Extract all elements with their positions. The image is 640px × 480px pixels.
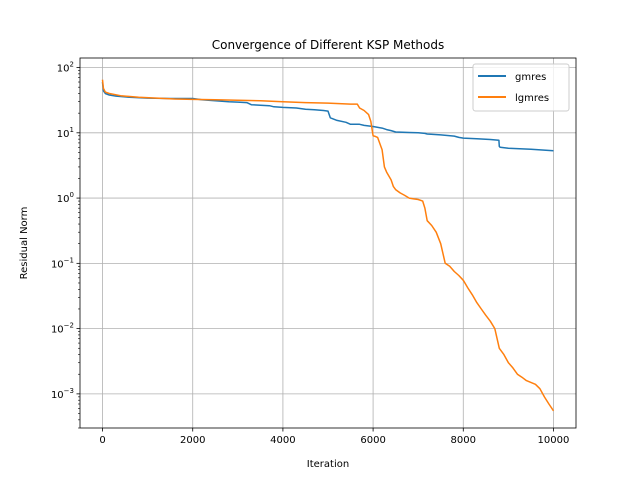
- x-tick-label: 8000: [451, 435, 476, 446]
- axes-frame: [79, 57, 577, 429]
- y-tick-label: 10−2: [51, 322, 74, 336]
- y-tick-label: 10−1: [51, 256, 74, 270]
- y-axis-label: Residual Norm: [19, 207, 30, 280]
- legend-label-gmres: gmres: [515, 72, 546, 83]
- x-tick-label: 10000: [538, 435, 570, 446]
- y-tick-label: 100: [57, 191, 74, 205]
- x-tick-label: 2000: [180, 435, 205, 446]
- y-tick-label: 10−3: [51, 387, 74, 401]
- grid: [80, 58, 576, 428]
- legend-label-lgmres: lgmres: [515, 93, 549, 104]
- series-line-lgmres: [101, 79, 555, 412]
- series-lines: [101, 79, 555, 412]
- y-tick-label: 101: [57, 126, 74, 140]
- chart-title: Convergence of Different KSP Methods: [212, 38, 445, 52]
- x-tick-label: 4000: [270, 435, 295, 446]
- x-tick-label: 6000: [360, 435, 385, 446]
- ticks: 0 2000 4000 6000 8000 10000 10−3 10−2 10−1 100 101…: [51, 61, 569, 446]
- x-axis-label: Iteration: [307, 459, 349, 470]
- legend: gmres lgmres: [472, 63, 570, 112]
- x-tick-label: 0: [99, 435, 105, 446]
- y-tick-label: 102: [57, 61, 74, 75]
